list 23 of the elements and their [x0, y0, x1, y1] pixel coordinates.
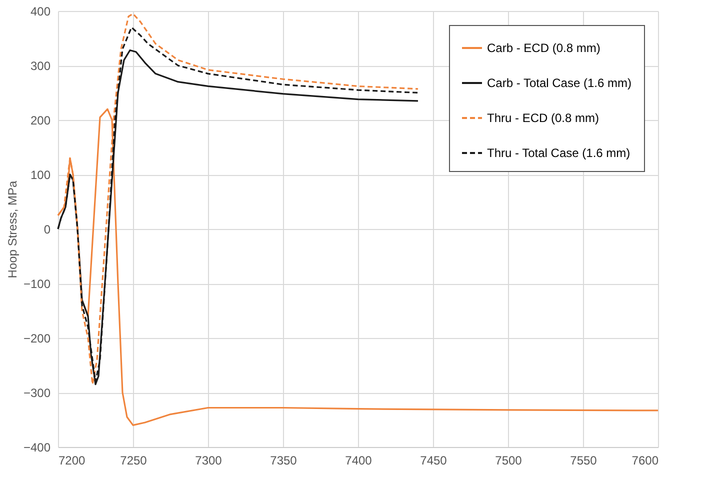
legend-label: Thru - Total Case (1.6 mm): [487, 146, 630, 160]
x-tick-label: 7450: [420, 454, 448, 468]
y-axis-title: Hoop Stress, MPa: [5, 180, 20, 278]
x-tick-label: 7500: [495, 454, 522, 468]
x-tick-label: 7600: [632, 454, 659, 468]
legend-label: Carb - Total Case (1.6 mm): [487, 76, 632, 90]
x-tick-label: 7350: [270, 454, 298, 468]
y-tick-label: −200: [23, 332, 51, 346]
x-tick-label: 7250: [120, 454, 148, 468]
x-tick-label: 7550: [570, 454, 598, 468]
y-tick-label: −400: [23, 440, 51, 454]
y-tick-label: −100: [23, 277, 51, 291]
y-tick-label: −300: [23, 386, 51, 400]
y-tick-label: 200: [30, 114, 51, 128]
legend-label: Carb - ECD (0.8 mm): [487, 41, 600, 55]
legend-label: Thru - ECD (0.8 mm): [487, 111, 600, 125]
x-tick-label: 7400: [345, 454, 372, 468]
y-tick-label: 100: [30, 168, 51, 182]
y-tick-label: 400: [30, 4, 51, 18]
x-tick-label: 7300: [195, 454, 222, 468]
y-tick-label: 0: [44, 222, 51, 236]
x-tick-label: 7200: [58, 454, 86, 468]
y-tick-label: 300: [30, 59, 51, 73]
